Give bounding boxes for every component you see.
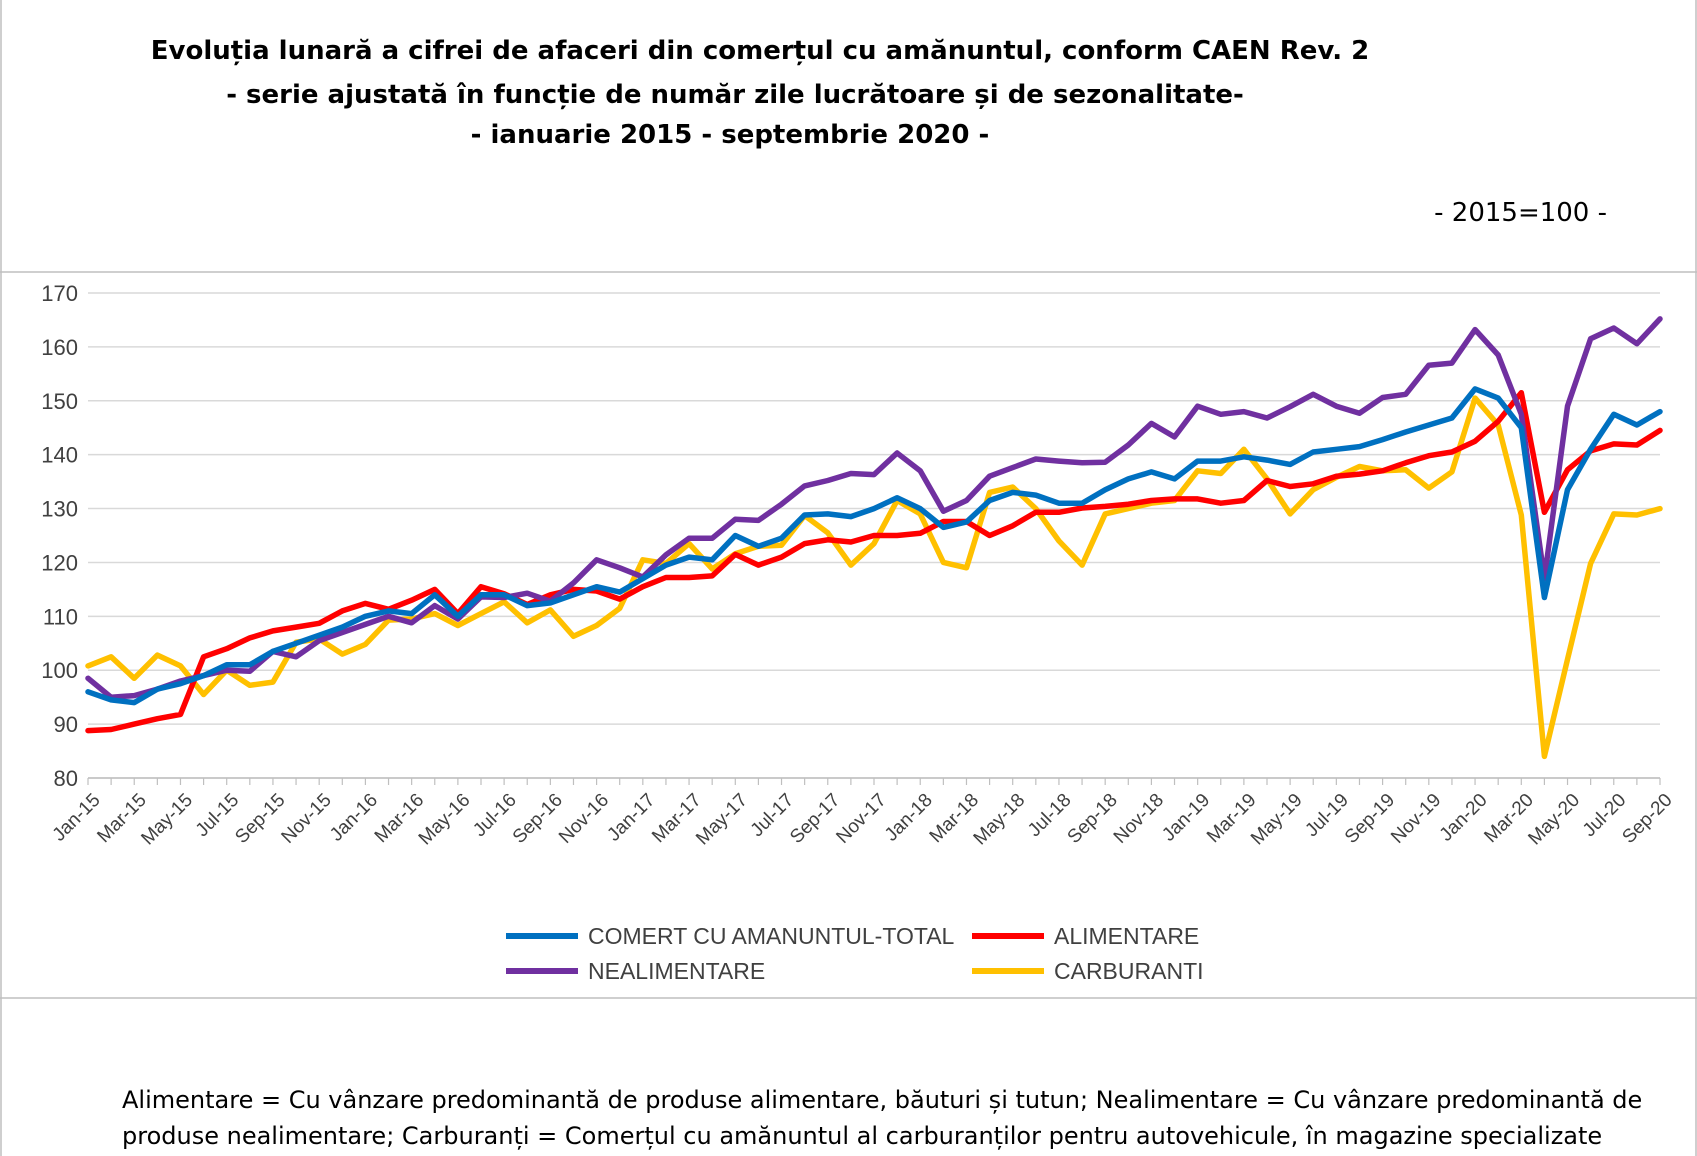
chart-period: - ianuarie 2015 - septembrie 2020 - — [470, 120, 990, 150]
x-tick-label: Sep-20 — [1618, 790, 1676, 848]
legend-label: CARBURANTI — [1054, 958, 1204, 984]
x-tick-label: Jan-19 — [1158, 790, 1214, 846]
chart-title: Evoluția lunară a cifrei de afaceri din … — [150, 36, 1370, 66]
x-tick-label: Nov-18 — [1110, 790, 1168, 848]
base-year-note: - 2015=100 - — [1434, 198, 1607, 228]
series-line-alimentare — [85, 389, 1663, 734]
y-tick-label: 130 — [41, 497, 78, 522]
x-tick-label: May-16 — [415, 790, 475, 850]
y-tick-label: 140 — [41, 443, 78, 468]
legend-label: NEALIMENTARE — [588, 958, 765, 984]
x-tick-label: May-20 — [1524, 790, 1584, 850]
x-tick-label: May-19 — [1247, 790, 1307, 850]
x-tick-label: Sep-15 — [231, 790, 289, 848]
y-tick-label: 110 — [43, 604, 78, 629]
chart-subtitle: - serie ajustată în funcție de număr zil… — [226, 80, 1244, 110]
x-tick-label: Sep-17 — [786, 790, 844, 848]
legend: COMERT CU AMANUNTUL-TOTAL ALIMENTARE NEALI… — [506, 923, 1204, 984]
x-tick-label: Nov-17 — [832, 790, 890, 848]
y-tick-label: 120 — [41, 550, 78, 575]
y-tick-label: 80 — [54, 766, 78, 791]
x-tick-label: Nov-15 — [278, 790, 336, 848]
x-tick-label: Jan-17 — [603, 790, 659, 846]
x-tick-label: Sep-16 — [509, 790, 567, 848]
x-tick-label: Jan-18 — [881, 790, 937, 846]
x-tick-label: Jan-16 — [326, 790, 382, 846]
series-line-carburanti — [85, 395, 1663, 760]
y-tick-label: 90 — [54, 712, 78, 737]
line-chart: 80 90 100 110 120 130 140 150 160 170 Jan-15Mar-1… — [41, 281, 1677, 984]
x-tick-label: Sep-19 — [1341, 790, 1399, 848]
x-tick-label: Sep-18 — [1064, 790, 1122, 848]
x-tick-label: Nov-19 — [1387, 790, 1445, 848]
series-line-nealimentare — [85, 316, 1663, 700]
footnote: Alimentare = Cu vânzare predominantă de … — [122, 1086, 1643, 1150]
series-lines — [85, 316, 1663, 760]
x-tick-label: May-18 — [970, 790, 1030, 850]
x-tick-label: May-15 — [137, 790, 197, 850]
x-tick-label: May-17 — [692, 790, 752, 850]
legend-label: ALIMENTARE — [1054, 923, 1199, 949]
y-axis-ticks: 80 90 100 110 120 130 140 150 160 170 — [41, 281, 78, 791]
x-axis: Jan-15Mar-15May-15Jul-15Sep-15Nov-15Jan-… — [49, 777, 1677, 850]
x-tick-label: Nov-16 — [555, 790, 613, 848]
y-tick-label: 150 — [41, 389, 78, 414]
y-tick-label: 100 — [41, 658, 78, 683]
y-tick-label: 170 — [41, 281, 78, 306]
x-tick-label: Jan-15 — [49, 790, 105, 846]
legend-label: COMERT CU AMANUNTUL-TOTAL — [588, 923, 955, 949]
series-line-comert-cu-amanuntul-total — [85, 386, 1663, 706]
y-tick-label: 160 — [41, 335, 78, 360]
x-tick-label: Jan-20 — [1436, 790, 1492, 846]
